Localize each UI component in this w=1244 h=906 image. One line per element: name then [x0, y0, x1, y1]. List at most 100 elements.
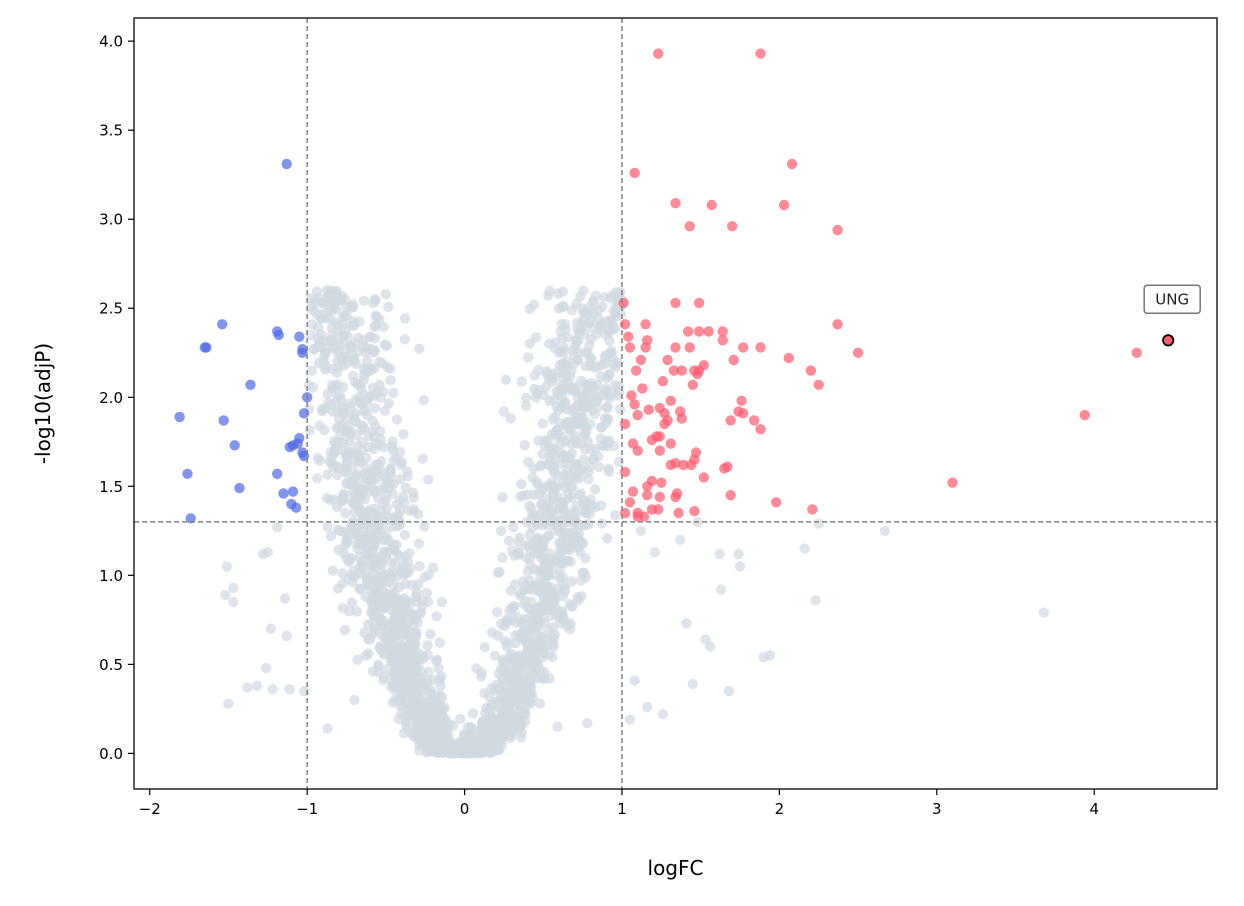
ns-point [582, 381, 593, 392]
up-point [659, 418, 670, 430]
ns-point [525, 698, 536, 709]
ns-point [513, 546, 524, 558]
ns-point [556, 380, 567, 392]
ns-point [265, 623, 277, 634]
ns-point [603, 466, 615, 477]
up-point [693, 326, 705, 337]
ns-point [388, 455, 399, 466]
ns-point [412, 509, 424, 520]
ns-point [564, 599, 575, 610]
ns-point [397, 595, 408, 607]
ns-point [556, 402, 568, 413]
ns-point [573, 535, 584, 547]
ns-point [354, 583, 365, 595]
up-point [947, 477, 958, 488]
ns-point [529, 672, 541, 683]
up-point [665, 438, 676, 449]
ns-point [879, 525, 891, 536]
ns-point [251, 680, 262, 691]
ns-point [601, 383, 612, 394]
ns-point [520, 400, 532, 412]
ns-point [312, 452, 324, 464]
ns-point [550, 587, 561, 599]
ns-point [505, 413, 516, 424]
ns-point [610, 362, 621, 373]
down-point [234, 482, 245, 494]
ns-point [497, 552, 508, 563]
ns-point [398, 429, 409, 440]
ns-point [548, 443, 560, 454]
up-point [1079, 409, 1091, 421]
up-point [728, 354, 739, 366]
ns-point [314, 420, 325, 431]
ns-point [535, 509, 546, 520]
ns-point [587, 390, 598, 402]
down-point [278, 488, 289, 499]
ns-point [391, 414, 403, 425]
ns-point [223, 698, 234, 709]
ns-point [436, 596, 448, 608]
ns-point [700, 634, 711, 645]
ns-point [367, 617, 378, 628]
ns-point [378, 649, 390, 660]
down-point [218, 415, 229, 426]
y-tick-label: 3.0 [99, 211, 123, 229]
ns-point [402, 567, 414, 578]
up-point [738, 408, 749, 419]
ns-point [687, 678, 698, 690]
ns-point [596, 500, 607, 511]
ns-point [524, 622, 535, 634]
ns-point [378, 321, 389, 333]
ns-point [281, 630, 292, 642]
ns-point [498, 657, 510, 668]
ns-point [532, 636, 543, 648]
x-tick-label: −2 [139, 800, 161, 818]
ns-point [371, 311, 382, 322]
ns-point [324, 313, 335, 325]
ns-point [583, 474, 594, 485]
ns-point [497, 715, 508, 726]
ns-point [422, 596, 434, 607]
ns-point [378, 672, 390, 683]
ns-point [597, 301, 608, 312]
ns-point [261, 662, 272, 674]
ns-point [555, 451, 566, 462]
ns-point [495, 525, 507, 536]
ns-point [425, 628, 436, 640]
ns-point [642, 701, 653, 713]
up-point [755, 424, 766, 435]
down-point [272, 468, 283, 479]
y-tick-label: 4.0 [99, 33, 123, 51]
ns-point [548, 641, 560, 652]
ns-point [531, 476, 542, 487]
ns-point [399, 313, 411, 324]
up-point [684, 221, 695, 232]
ns-point [389, 545, 400, 556]
up-point [682, 326, 694, 337]
ns-point [360, 342, 371, 353]
ns-point [435, 743, 446, 755]
ns-point [385, 375, 396, 386]
ns-point [529, 584, 540, 596]
up-point [670, 198, 681, 209]
down-point [287, 486, 299, 497]
up-point [852, 347, 864, 358]
ns-point [521, 552, 532, 564]
ns-point [610, 308, 621, 319]
ns-point [559, 586, 571, 597]
ns-point [411, 697, 422, 708]
up-point [684, 342, 695, 353]
up-point [778, 199, 790, 211]
ns-point [629, 675, 640, 686]
y-axis-ticks: 0.0 0.5 1.0 1.5 2.0 2.5 3.0 3.5 4.0 [99, 33, 134, 763]
ns-point [362, 366, 374, 378]
ns-point [372, 387, 383, 398]
significant-points [174, 48, 1142, 524]
ns-point [354, 562, 365, 573]
ns-point [348, 370, 359, 382]
ns-point [578, 454, 589, 465]
ns-point [526, 660, 537, 671]
ns-point [332, 326, 343, 337]
ns-point [519, 440, 530, 451]
